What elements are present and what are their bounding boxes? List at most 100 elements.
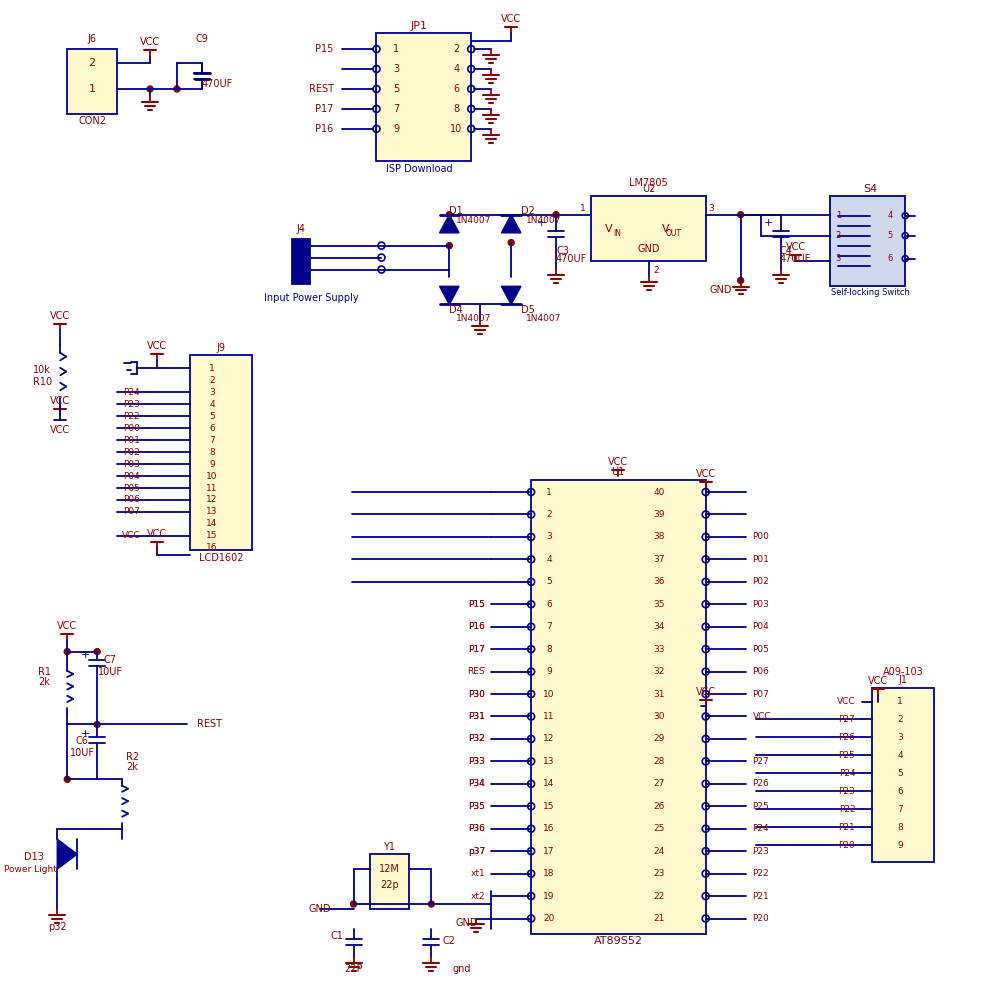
Text: 16: 16: [206, 543, 218, 552]
Text: P24: P24: [123, 388, 140, 397]
Text: A09-103: A09-103: [883, 667, 924, 677]
Text: 11: 11: [206, 484, 218, 493]
Text: 3: 3: [393, 64, 400, 74]
Text: U1: U1: [611, 467, 625, 477]
Text: 12: 12: [543, 734, 555, 743]
Text: C2: C2: [443, 936, 456, 946]
Text: VCC: VCC: [785, 242, 806, 252]
Text: J1: J1: [899, 675, 908, 685]
Text: R10: R10: [33, 377, 52, 387]
Text: GND: GND: [455, 918, 478, 928]
Text: U2: U2: [642, 184, 656, 194]
Text: P27: P27: [839, 715, 855, 724]
Text: +: +: [80, 729, 90, 739]
Text: 22: 22: [653, 892, 664, 901]
Bar: [190, 355, 252, 550]
Text: 21: 21: [653, 914, 665, 923]
Text: P06: P06: [753, 667, 769, 676]
Text: C4: C4: [779, 246, 792, 256]
Text: 3: 3: [836, 254, 841, 263]
Bar: [67, 49, 117, 114]
Text: P15: P15: [468, 600, 485, 609]
Text: 2: 2: [209, 376, 215, 385]
Text: 1N4007: 1N4007: [456, 314, 492, 323]
Text: 6: 6: [897, 787, 903, 796]
Text: 25: 25: [653, 824, 665, 833]
Text: 1: 1: [836, 211, 841, 220]
Text: 1N4007: 1N4007: [456, 216, 492, 225]
Text: VCC: VCC: [501, 14, 521, 24]
Text: REST: REST: [309, 84, 334, 94]
Text: P16: P16: [468, 622, 485, 631]
Text: 12: 12: [206, 495, 218, 504]
Text: 1N4007: 1N4007: [526, 314, 562, 323]
Text: VCC: VCC: [837, 697, 855, 706]
Text: 470UF: 470UF: [201, 79, 232, 89]
Text: P16: P16: [315, 124, 334, 134]
Text: p37: p37: [468, 847, 485, 856]
Text: P02: P02: [753, 577, 769, 586]
Text: P24: P24: [839, 769, 855, 778]
Text: 1: 1: [546, 488, 552, 497]
Text: 18: 18: [543, 869, 555, 878]
Text: D2: D2: [521, 206, 535, 216]
Text: RES̅: RES̅: [468, 667, 485, 676]
Text: P32: P32: [468, 734, 485, 743]
Text: VCC: VCC: [608, 457, 628, 467]
Text: gnd: gnd: [452, 964, 471, 974]
Text: 23: 23: [653, 869, 665, 878]
Text: 6: 6: [888, 254, 893, 263]
Text: P20: P20: [839, 841, 855, 850]
Text: V: V: [605, 224, 613, 234]
Text: P22: P22: [753, 869, 769, 878]
Text: 2: 2: [836, 231, 841, 240]
Text: P23: P23: [123, 400, 140, 409]
Text: R1: R1: [38, 667, 51, 677]
Text: VCC: VCC: [147, 341, 167, 351]
Text: 13: 13: [206, 507, 218, 516]
Text: P33: P33: [468, 757, 485, 766]
Text: 2k: 2k: [126, 762, 138, 772]
Text: 1: 1: [89, 84, 96, 94]
Text: 470UF: 470UF: [555, 254, 587, 264]
Text: P36: P36: [468, 824, 485, 833]
Text: C7: C7: [104, 655, 117, 665]
Text: P22: P22: [123, 412, 140, 421]
Text: 6: 6: [209, 424, 215, 433]
Text: 28: 28: [653, 757, 665, 766]
Text: P26: P26: [839, 733, 855, 742]
Text: P35: P35: [468, 802, 485, 811]
Text: 7: 7: [897, 805, 903, 814]
Text: 10: 10: [206, 472, 218, 481]
Text: 8: 8: [897, 823, 903, 832]
Text: VCC: VCC: [753, 712, 771, 721]
Text: 4: 4: [546, 555, 552, 564]
Text: +: +: [80, 650, 90, 660]
Text: P07: P07: [123, 507, 140, 516]
Text: P35: P35: [468, 802, 485, 811]
Text: P25: P25: [753, 802, 769, 811]
Text: P36: P36: [468, 824, 485, 833]
Text: P05: P05: [753, 645, 769, 654]
Circle shape: [446, 243, 452, 249]
Text: 7: 7: [209, 436, 215, 445]
Text: C3: C3: [556, 246, 569, 256]
Text: 3: 3: [897, 733, 903, 742]
Text: P03: P03: [753, 600, 769, 609]
Text: 5: 5: [393, 84, 400, 94]
Polygon shape: [501, 286, 521, 304]
Text: 9: 9: [546, 667, 552, 676]
Bar: [591, 196, 706, 261]
Text: 7: 7: [546, 622, 552, 631]
Text: 2: 2: [897, 715, 903, 724]
Text: 29: 29: [653, 734, 665, 743]
Text: D5: D5: [521, 305, 535, 315]
Text: 3: 3: [209, 388, 215, 397]
Text: P07: P07: [753, 690, 769, 699]
Circle shape: [446, 212, 452, 218]
Text: V: V: [662, 224, 670, 234]
Text: P25: P25: [839, 751, 855, 760]
Circle shape: [174, 86, 180, 92]
Text: 16: 16: [543, 824, 555, 833]
Text: 40: 40: [653, 488, 665, 497]
